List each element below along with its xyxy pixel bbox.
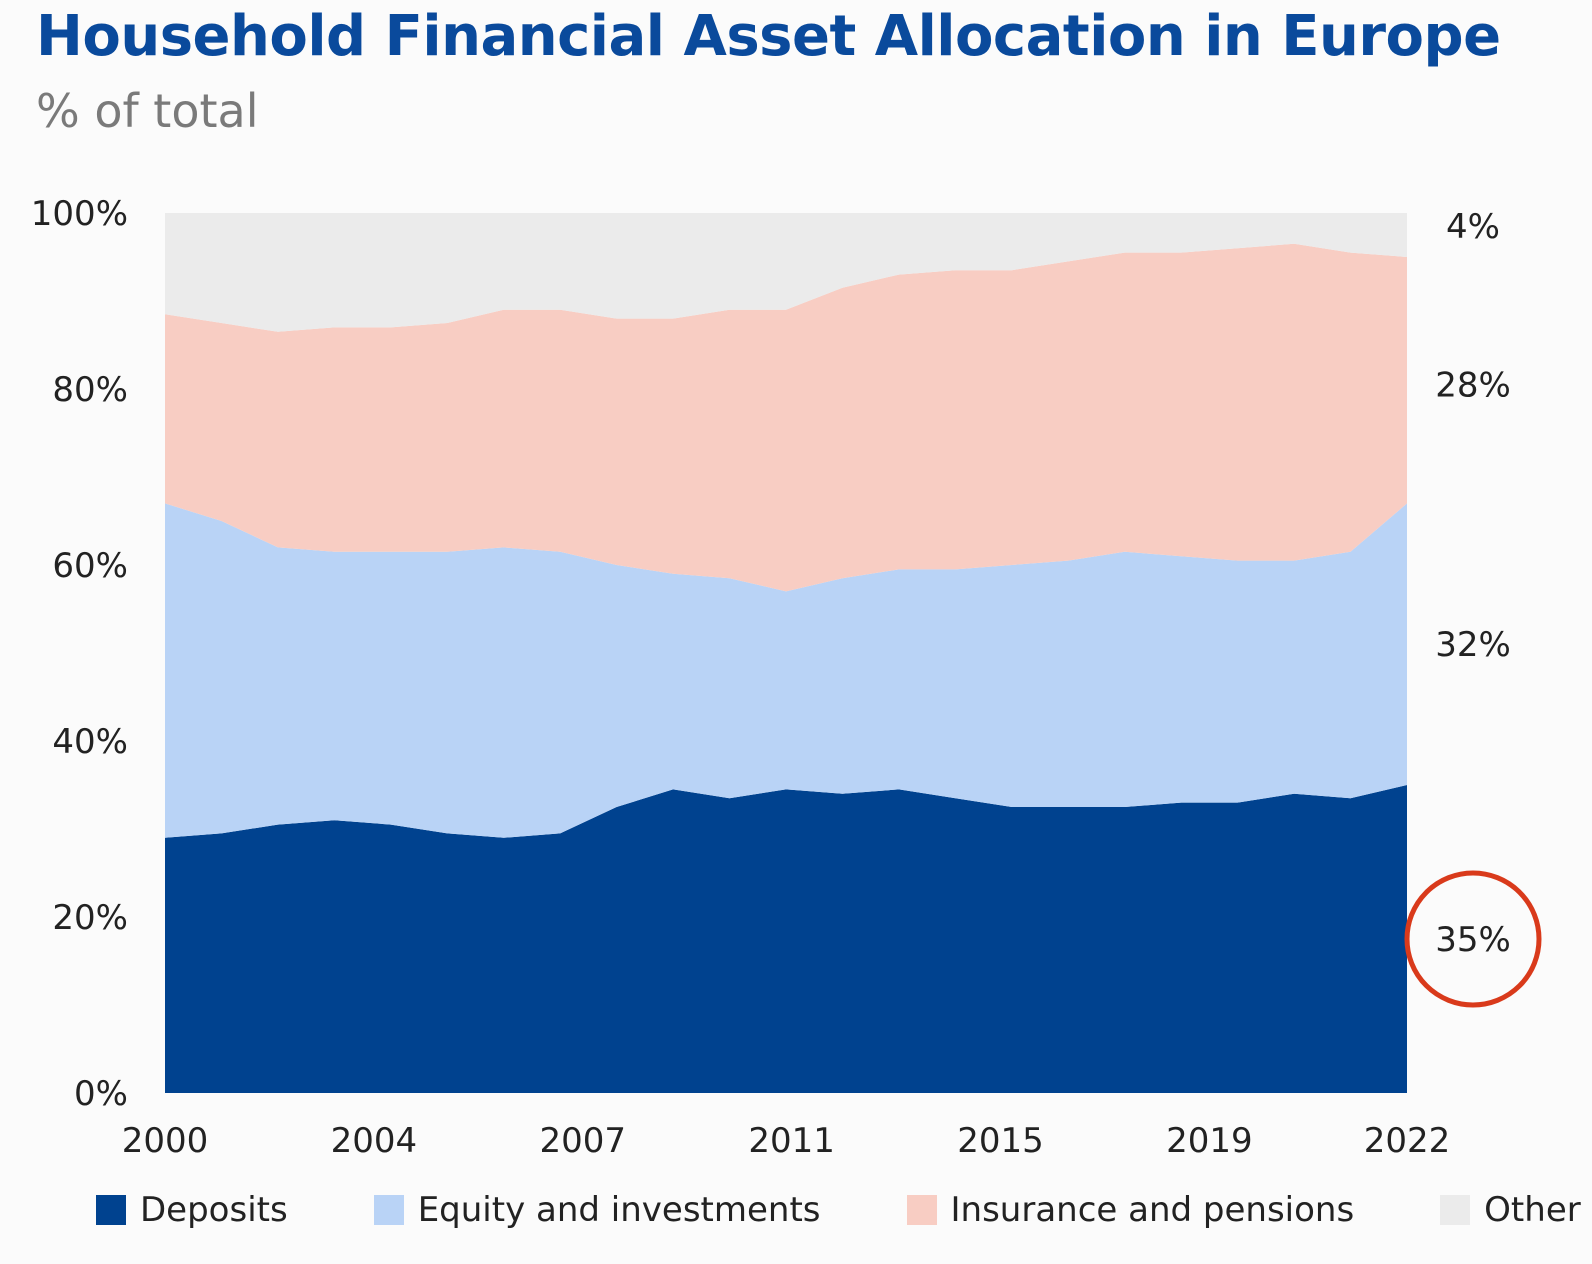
y-tick-label: 0% <box>74 1074 128 1114</box>
stacked-area-chart: 0%20%40%60%80%100% 2000 2004 2007 2011 2015 2… <box>31 194 1542 1161</box>
legend-label: Equity and investments <box>417 1190 821 1230</box>
legend-label: Other <box>1484 1190 1581 1230</box>
end-label-equity-and-investments: 32% <box>1435 625 1511 665</box>
end-label-insurance-and-pensions: 28% <box>1435 366 1511 406</box>
area-layers <box>165 213 1407 1093</box>
legend: Deposits Equity and investments Insurance … <box>96 1190 1581 1230</box>
x-tick-label: 2007 <box>539 1121 626 1161</box>
legend-item-insurance-and-pensions: Insurance and pensions <box>906 1190 1355 1230</box>
end-label-other: 4% <box>1446 207 1500 247</box>
area-deposits <box>165 785 1407 1093</box>
y-tick-label: 20% <box>52 898 128 938</box>
area-insurance-and-pensions <box>165 243 1407 592</box>
y-tick-label: 60% <box>52 546 128 586</box>
x-tick-label: 2015 <box>957 1121 1044 1161</box>
area-equity-and-investments <box>165 503 1407 838</box>
x-tick-label: 2019 <box>1166 1121 1253 1161</box>
chart-subtitle: % of total <box>36 84 259 138</box>
legend-swatch <box>906 1195 937 1225</box>
y-axis-ticks: 0% 20% 40% 60% 80% 100% <box>31 194 128 1114</box>
end-label-deposits: 35% <box>1435 920 1511 960</box>
x-tick-label: 2004 <box>331 1121 418 1161</box>
y-tick-label: 100% <box>31 194 128 234</box>
x-tick-label: 2011 <box>748 1121 835 1161</box>
legend-label: Deposits <box>140 1190 288 1230</box>
x-tick-label: 2000 <box>122 1121 209 1161</box>
legend-item-other: Other <box>1440 1190 1581 1230</box>
legend-swatch <box>96 1195 126 1225</box>
chart-title: Household Financial Asset Allocation in … <box>36 4 1501 69</box>
x-axis-ticks: 2000 2004 2007 2011 2015 2019 2022 <box>122 1121 1451 1161</box>
y-tick-label: 40% <box>52 722 128 762</box>
area-other <box>165 213 1407 332</box>
y-tick-label: 80% <box>52 370 128 410</box>
legend-swatch <box>373 1195 404 1225</box>
x-tick-label: 2022 <box>1364 1121 1451 1161</box>
highlight-circle <box>1404 870 1542 1008</box>
legend-swatch <box>1440 1195 1471 1225</box>
end-value-labels: 35% 32% 28% 4% <box>1435 207 1511 960</box>
legend-item-deposits: Deposits <box>96 1190 288 1230</box>
legend-item-equity-and-investments: Equity and investments <box>373 1190 821 1230</box>
legend-label: Insurance and pensions <box>950 1190 1355 1230</box>
